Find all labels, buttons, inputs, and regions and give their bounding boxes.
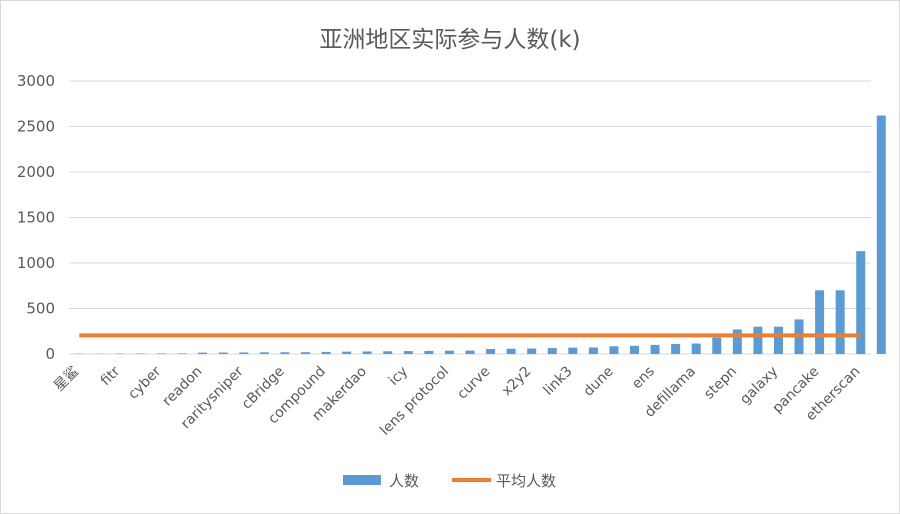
x-tick-label: curve [454,364,493,403]
bar [198,352,208,354]
bar [465,350,475,354]
bar [732,329,742,354]
bar [815,290,825,354]
y-tick-label: 0 [45,345,55,363]
bar [650,344,660,354]
bar [547,348,557,354]
y-axis-ticks: 0 500 1000 1500 2000 2500 3000 [17,72,55,363]
x-tick-label: dune [581,364,617,400]
x-tick-label: icy [386,364,411,389]
bar [321,351,331,354]
bar [753,326,763,354]
gridlines [69,80,871,355]
bar [568,347,578,354]
legend-bar-label: 人数 [389,472,419,490]
bar [712,337,722,354]
y-tick-label: 3000 [17,72,55,90]
bar [342,351,352,354]
legend-line-label: 平均人数 [496,472,556,490]
x-tick-label: link3 [541,364,576,399]
bar [691,343,701,354]
bar [403,351,413,354]
bar [506,348,516,354]
bar [773,326,783,354]
bar [630,345,640,354]
x-axis-ticks: 星鲨 fitr cyberreadonraritysnipercBridgecomp… [51,363,864,438]
legend: 人数 平均人数 [343,472,556,490]
x-tick-label: fitr [98,363,124,389]
y-tick-label: 1500 [17,209,55,227]
bar [280,352,290,354]
x-tick-label: x2y2 [499,364,535,400]
bar [856,251,866,354]
bar [486,348,496,354]
x-tick-label: cyber [125,363,164,402]
bar [835,290,845,354]
bar [444,350,454,354]
bar [876,115,886,354]
bar-series [74,115,886,354]
legend-bar-swatch [343,475,381,485]
bar [609,346,619,354]
y-tick-label: 1000 [17,254,55,272]
y-tick-label: 2500 [17,118,55,136]
bar [527,348,537,354]
bar [362,351,372,354]
bar [671,343,681,354]
chart-title: 亚洲地区实际参与人数(k) [319,27,580,53]
bar [259,352,269,354]
bar [218,352,228,354]
y-tick-label: 2000 [17,163,55,181]
bar [424,350,434,354]
bar [157,353,167,354]
x-tick-label: ens [629,364,658,393]
x-tick-label: 星鲨 [51,364,82,395]
bar [177,353,187,354]
bar [383,351,393,354]
bar [588,347,598,354]
bar [300,352,310,354]
x-tick-label: stepn [701,364,740,403]
bar [239,352,249,354]
y-tick-label: 500 [26,300,55,318]
